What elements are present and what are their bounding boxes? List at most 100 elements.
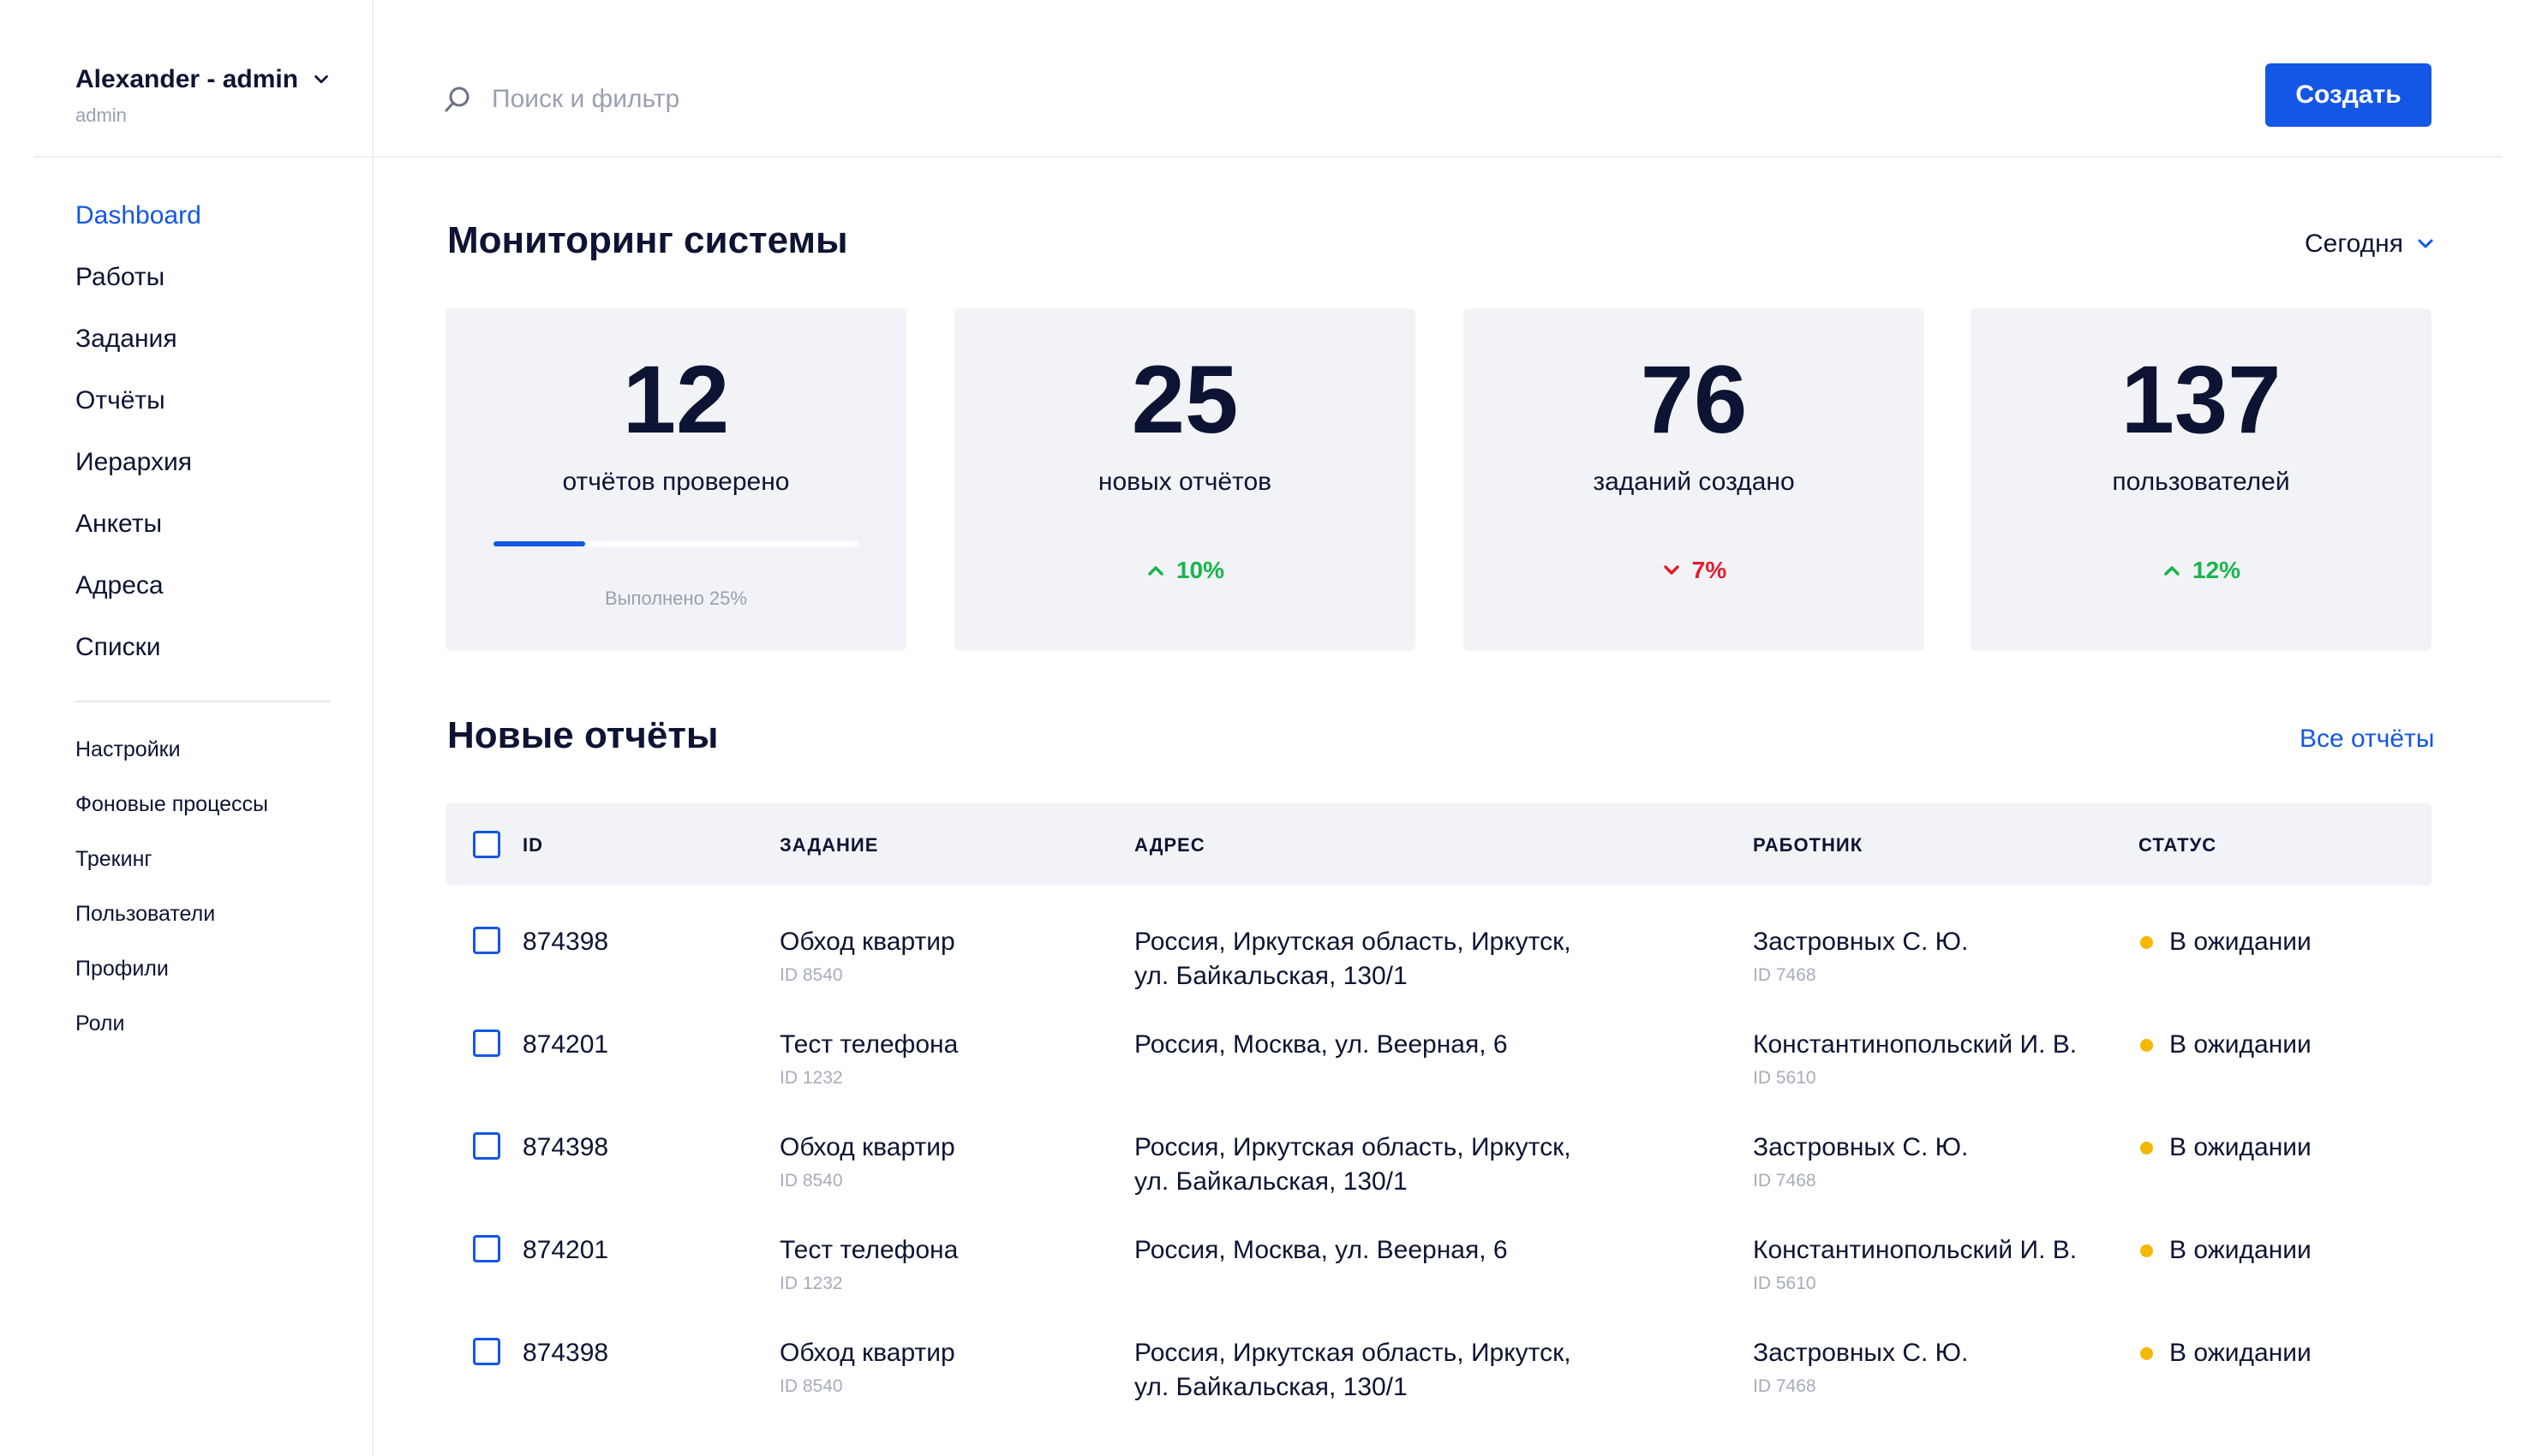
address-line: Россия, Москва, ул. Веерная, 6 — [1134, 1030, 1508, 1059]
task-cell: Обход квартир ID 8540 — [780, 925, 955, 987]
row-checkbox[interactable] — [473, 1235, 500, 1262]
trend-badge: 12% — [1971, 557, 2431, 584]
all-reports-link[interactable]: Все отчёты — [2300, 725, 2435, 753]
sidebar-item-6[interactable]: Адреса — [75, 571, 164, 600]
stat-value: 76 — [1640, 346, 1748, 453]
address-cell: Россия, Иркутская область, Иркутск, ул. Б… — [1134, 1131, 1571, 1199]
reports-title: Новые отчёты — [447, 714, 719, 756]
address-line: Россия, Москва, ул. Веерная, 6 — [1134, 1236, 1508, 1264]
row-checkbox[interactable] — [473, 1132, 500, 1160]
column-header-task[interactable]: ЗАДАНИЕ — [780, 834, 879, 856]
table-row[interactable]: 874398 Обход квартир ID 8540 Россия, Иркутс… — [446, 1336, 2431, 1439]
table-row[interactable]: 874398 Обход квартир ID 8540 Россия, Иркутс… — [446, 1131, 2431, 1233]
status-dot — [2140, 1244, 2153, 1257]
header-divider — [374, 156, 2502, 158]
sidebar-secondary-item-2[interactable]: Трекинг — [75, 847, 153, 871]
address-line: ул. Байкальская, 130/1 — [1134, 1373, 1408, 1401]
status-dot — [2140, 1347, 2153, 1360]
column-header-worker[interactable]: РАБОТНИК — [1753, 834, 1863, 856]
row-checkbox[interactable] — [473, 1338, 500, 1365]
sidebar-item-2[interactable]: Задания — [75, 325, 177, 353]
stat-card-reviewed: 12 отчётов проверено Выполнено 25% — [446, 308, 906, 651]
column-header-address[interactable]: АДРЕС — [1134, 834, 1205, 856]
progress-caption: Выполнено 25% — [605, 588, 747, 609]
address-cell: Россия, Москва, ул. Веерная, 6 — [1134, 1233, 1508, 1268]
nav-divider — [75, 701, 331, 702]
user-menu[interactable]: Alexander - admin admin — [75, 65, 331, 127]
sidebar-secondary-item-0[interactable]: Настройки — [75, 737, 181, 761]
address-line: ул. Байкальская, 130/1 — [1134, 962, 1408, 990]
worker-name[interactable]: Застровных С. Ю. — [1753, 1133, 1969, 1161]
address-line: Россия, Иркутская область, Иркутск, — [1134, 928, 1571, 956]
worker-cell: Застровных С. Ю. ID 7468 — [1753, 925, 1968, 987]
report-id[interactable]: 874398 — [523, 1339, 609, 1367]
stat-label: отчётов проверено — [562, 468, 790, 496]
task-cell: Обход квартир ID 8540 — [780, 1336, 955, 1398]
report-id[interactable]: 874201 — [523, 1236, 609, 1264]
sidebar-item-5[interactable]: Анкеты — [75, 510, 163, 538]
sidebar-item-4[interactable]: Иерархия — [75, 448, 192, 476]
status-dot — [2140, 1039, 2153, 1052]
sidebar-secondary-item-1[interactable]: Фоновые процессы — [75, 792, 268, 816]
progress-bar — [493, 541, 858, 546]
sidebar-item-3[interactable]: Отчёты — [75, 386, 165, 415]
sidebar-item-7[interactable]: Списки — [75, 633, 161, 661]
search-icon — [445, 87, 470, 112]
create-button[interactable]: Создать — [2265, 63, 2431, 127]
worker-name[interactable]: Константинопольский И. В. — [1753, 1030, 2078, 1059]
main-nav: Dashboard Работы Задания Отчёты Иерархия Анке… — [75, 200, 201, 694]
search-input[interactable] — [492, 79, 1263, 120]
trend-value: 12% — [2192, 557, 2241, 583]
address-line: Россия, Иркутская область, Иркутск, — [1134, 1339, 1571, 1367]
stat-label: новых отчётов — [1098, 468, 1272, 496]
sidebar-secondary-item-5[interactable]: Роли — [75, 1011, 125, 1035]
status-badge: В ожидании — [2169, 1236, 2312, 1264]
task-name[interactable]: Обход квартир — [780, 1133, 955, 1161]
chevron-down-icon[interactable] — [312, 70, 331, 89]
table-header: ID ЗАДАНИЕ АДРЕС РАБОТНИК СТАТУС — [446, 803, 2431, 886]
worker-id: ID 7468 — [1753, 1376, 1816, 1396]
select-all-checkbox[interactable] — [473, 831, 500, 858]
user-role: admin — [75, 104, 127, 126]
stat-card-tasks-created: 76 заданий создано 7% — [1463, 308, 1924, 651]
task-name[interactable]: Обход квартир — [780, 928, 955, 956]
row-checkbox[interactable] — [473, 1029, 500, 1057]
chevron-up-icon — [2164, 566, 2180, 576]
task-name[interactable]: Обход квартир — [780, 1339, 955, 1367]
task-name[interactable]: Тест телефона — [780, 1030, 959, 1059]
column-header-id[interactable]: ID — [523, 834, 543, 856]
table-row[interactable]: 874201 Тест телефона ID 1232 Россия, Москва… — [446, 1233, 2431, 1336]
task-name[interactable]: Тест телефона — [780, 1236, 959, 1264]
worker-cell: Застровных С. Ю. ID 7468 — [1753, 1336, 1968, 1398]
sidebar-secondary-item-4[interactable]: Профили — [75, 957, 169, 981]
user-name-row: Alexander - admin — [75, 65, 331, 94]
trend-value: 7% — [1691, 557, 1727, 583]
sidebar-item-1[interactable]: Работы — [75, 263, 165, 291]
task-cell: Тест телефона ID 1232 — [780, 1233, 958, 1295]
sidebar-secondary-item-3[interactable]: Пользователи — [75, 902, 216, 926]
row-checkbox[interactable] — [473, 927, 500, 954]
trend-badge: 7% — [1463, 557, 1924, 584]
report-id[interactable]: 874398 — [523, 1133, 609, 1161]
worker-name[interactable]: Константинопольский И. В. — [1753, 1236, 2078, 1264]
sidebar-header-divider — [34, 156, 374, 158]
address-cell: Россия, Москва, ул. Веерная, 6 — [1134, 1028, 1508, 1062]
table-row[interactable]: 874201 Тест телефона ID 1232 Россия, Москва… — [446, 1028, 2431, 1131]
trend-badge: 10% — [954, 557, 1415, 584]
secondary-nav: Настройки Фоновые процессы Трекинг Пользова… — [75, 737, 268, 1065]
column-header-status[interactable]: СТАТУС — [2138, 834, 2217, 856]
report-id[interactable]: 874398 — [523, 928, 609, 956]
worker-id: ID 5610 — [1753, 1068, 1816, 1088]
table-row[interactable]: 874398 Обход квартир ID 8540 Россия, Иркутс… — [446, 925, 2431, 1028]
report-id[interactable]: 874201 — [523, 1030, 609, 1059]
task-id: ID 1232 — [780, 1274, 843, 1293]
period-select[interactable]: Сегодня — [2305, 230, 2436, 259]
worker-name[interactable]: Застровных С. Ю. — [1753, 1339, 1969, 1367]
worker-name[interactable]: Застровных С. Ю. — [1753, 928, 1969, 956]
stat-card-users: 137 пользователей 12% — [1971, 308, 2431, 651]
status-badge: В ожидании — [2169, 928, 2312, 956]
worker-cell: Константинопольский И. В. ID 5610 — [1753, 1233, 2077, 1295]
status-dot — [2140, 1142, 2153, 1155]
sidebar-item-0[interactable]: Dashboard — [75, 201, 201, 230]
